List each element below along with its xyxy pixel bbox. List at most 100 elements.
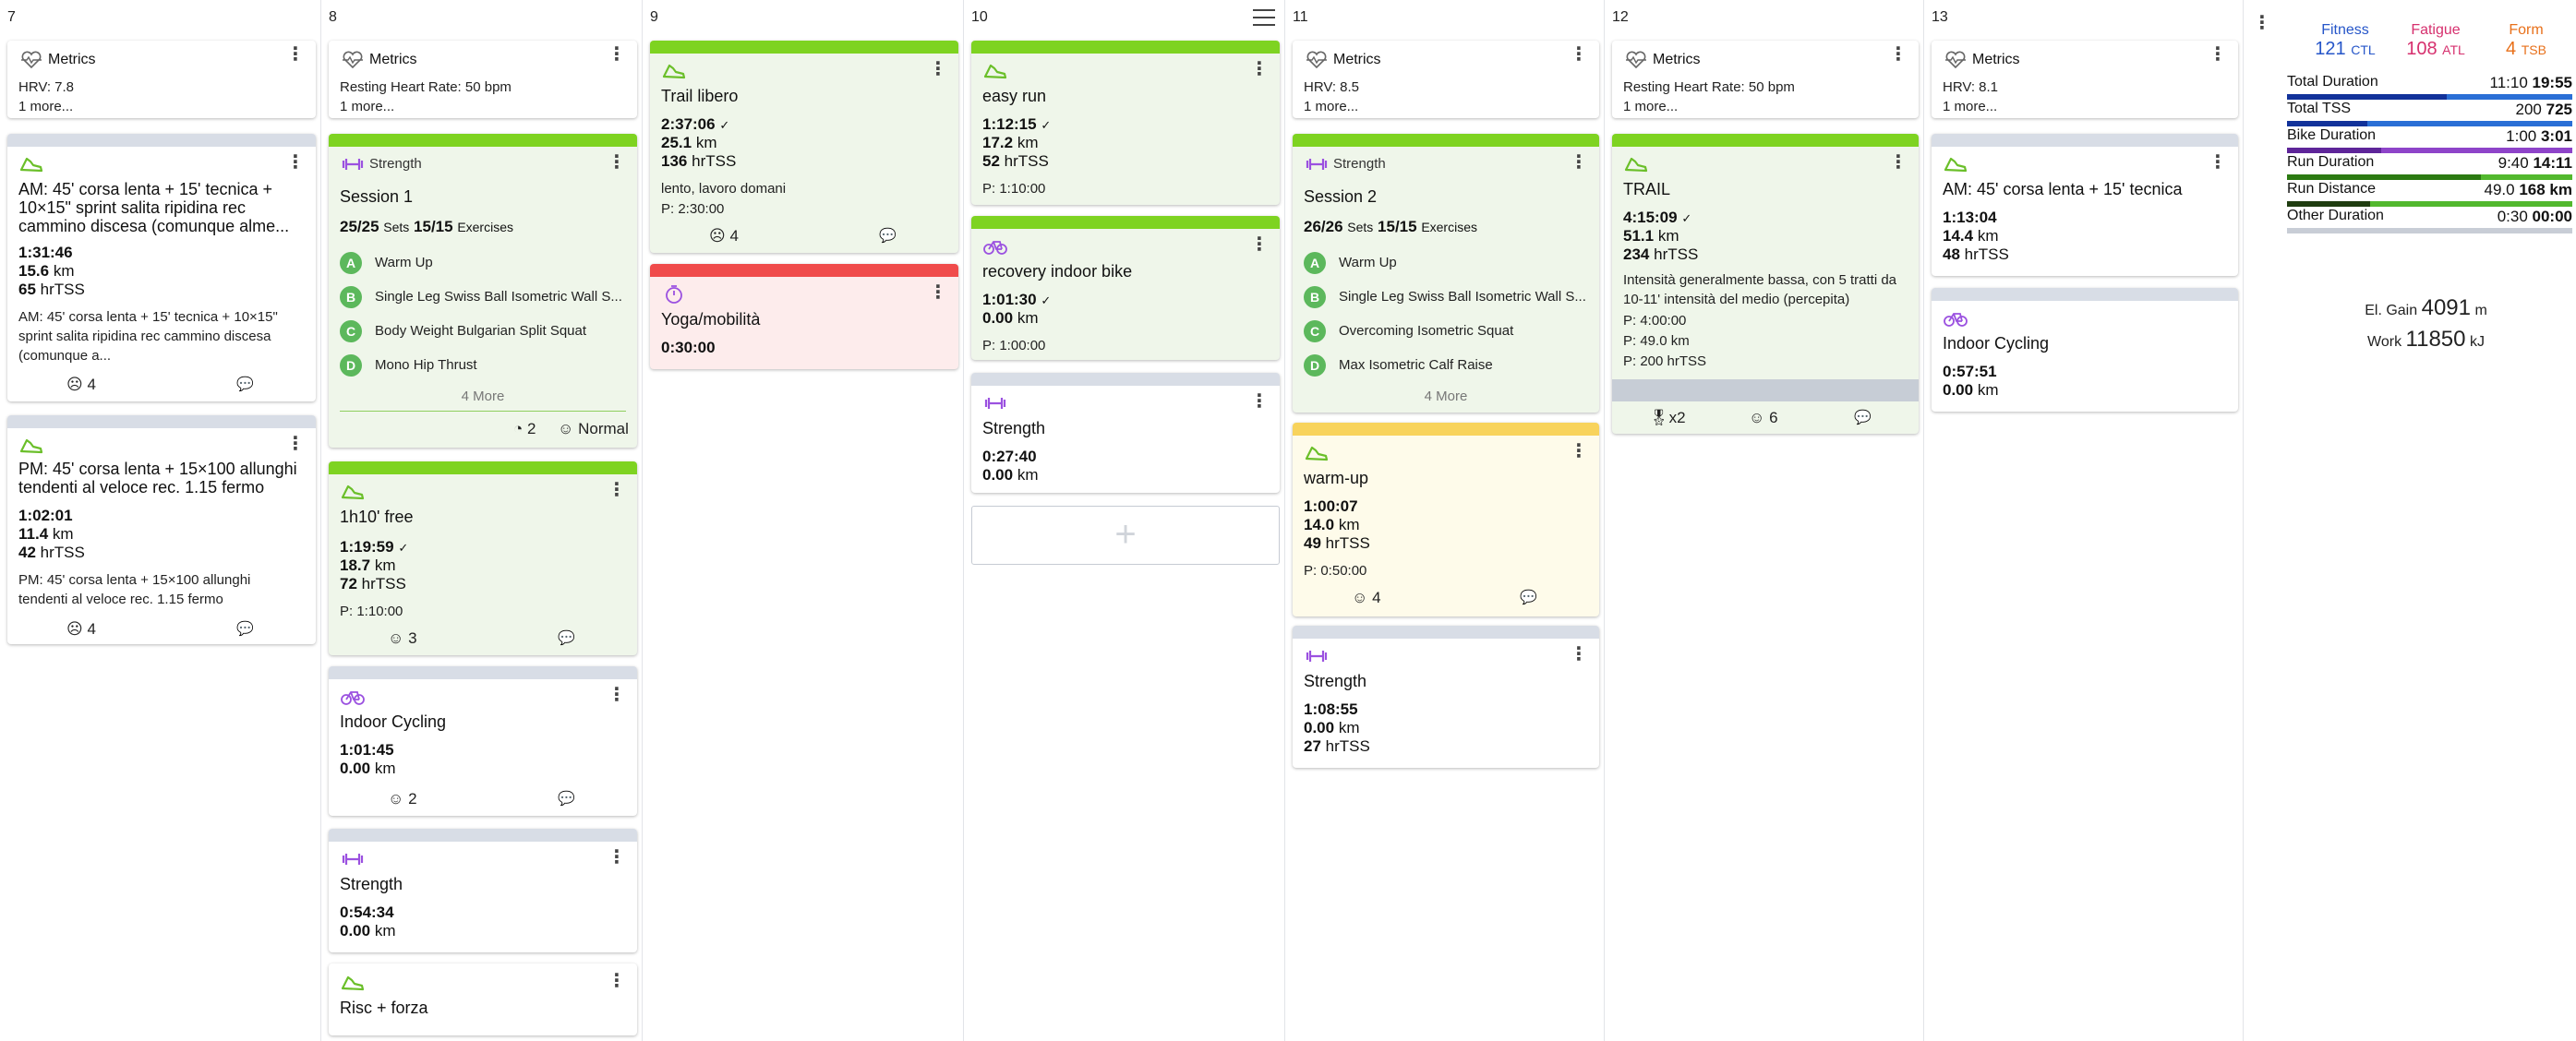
activity-distance: 0.00 km xyxy=(1304,719,1360,736)
more-options-icon[interactable]: ⋮ xyxy=(1250,59,1269,79)
activity-duration: 2:37:06 ✓ xyxy=(661,115,730,133)
more-options-icon[interactable]: ⋮ xyxy=(286,434,305,454)
exercise-row[interactable]: D Max Isometric Calf Raise xyxy=(1304,354,1588,378)
metrics-card[interactable]: Metrics ⋮ HRV: 8.1 1 more... xyxy=(1932,41,2238,118)
activity-card-risc-forza[interactable]: ⋮ Risc + forza xyxy=(329,963,637,1035)
more-options-icon[interactable]: ⋮ xyxy=(608,685,626,705)
more-options-icon[interactable]: ⋮ xyxy=(2209,44,2227,65)
planned-duration: P: 2:30:00 xyxy=(661,201,725,217)
more-options-icon[interactable]: ⋮ xyxy=(929,282,947,303)
strength-session-card[interactable]: Strength ⋮ Session 2 26/26 Sets 15/15 Ex… xyxy=(1293,134,1599,413)
activity-card-pm-run[interactable]: ⋮ PM: 45' corsa lenta + 15×100 allunghi … xyxy=(7,415,316,644)
more-options-icon[interactable]: ⋮ xyxy=(608,971,626,991)
exercise-row[interactable]: B Single Leg Swiss Ball Isometric Wall S.… xyxy=(340,286,626,310)
total-row-progress-bar xyxy=(2287,121,2572,126)
heart-pulse-icon xyxy=(1626,51,1646,69)
strength-session-card[interactable]: Strength ⋮ Session 1 25/25 Sets 15/15 Ex… xyxy=(329,134,637,448)
activity-card-strength[interactable]: ⋮ Strength 0:27:40 0.00 km xyxy=(971,373,1280,493)
metrics-more-link[interactable]: 1 more... xyxy=(1623,99,1679,114)
exercise-row[interactable]: C Body Weight Bulgarian Split Squat xyxy=(340,320,626,344)
metrics-more-link[interactable]: 1 more... xyxy=(1304,99,1359,114)
more-options-icon[interactable]: ⋮ xyxy=(1889,152,1908,173)
activity-title: Indoor Cycling xyxy=(1943,334,2050,353)
exercise-row[interactable]: A Warm Up xyxy=(340,252,626,276)
fitness-stat[interactable]: Fitness 121 CTL xyxy=(2315,22,2376,59)
activity-load: 52 hrTSS xyxy=(982,152,1049,170)
more-options-icon[interactable]: ⋮ xyxy=(608,480,626,500)
more-options-icon[interactable]: ⋮ xyxy=(608,847,626,868)
exercise-row[interactable]: C Overcoming Isometric Squat xyxy=(1304,320,1588,344)
more-options-icon[interactable]: ⋮ xyxy=(608,152,626,173)
more-options-icon[interactable]: ⋮ xyxy=(608,44,626,65)
activity-card-warm-up[interactable]: ⋮ warm-up 1:00:07 14.0 km 49 hrTSS P: 0:… xyxy=(1293,423,1599,616)
activity-card-indoor-cycling[interactable]: ⋮ Indoor Cycling 1:01:45 0.00 km ☺ 2 💬 xyxy=(329,666,637,816)
comment-icon[interactable]: 💬 xyxy=(558,791,575,807)
more-options-icon[interactable]: ⋮ xyxy=(286,152,305,173)
more-options-icon[interactable]: ⋮ xyxy=(1250,234,1269,255)
comment-icon[interactable]: 💬 xyxy=(1520,590,1537,605)
activity-card-strength[interactable]: ⋮ Strength 0:54:34 0.00 km xyxy=(329,829,637,952)
activity-card-trail-libero[interactable]: ⋮ Trail libero 2:37:06 ✓ 25.1 km 136 hrT… xyxy=(650,41,958,253)
form-stat[interactable]: Form 4 TSB xyxy=(2506,22,2546,59)
sad-face-icon: ☹ xyxy=(66,620,83,638)
metrics-card[interactable]: Metrics ⋮ HRV: 8.5 1 more... xyxy=(1293,41,1599,118)
metrics-card[interactable]: Metrics ⋮ Resting Heart Rate: 50 bpm 1 m… xyxy=(329,41,637,118)
metrics-line: HRV: 8.5 xyxy=(1304,79,1360,95)
activity-duration: 1:13:04 xyxy=(1943,209,1997,226)
metrics-more-link[interactable]: 1 more... xyxy=(1943,99,1998,114)
menu-icon[interactable] xyxy=(1253,9,1275,26)
more-options-icon[interactable]: ⋮ xyxy=(2209,152,2227,173)
check-icon: ✓ xyxy=(398,541,409,555)
card-status-bar xyxy=(1932,288,2238,301)
card-status-bar xyxy=(7,415,316,428)
activity-title: 1h10' free xyxy=(340,508,414,526)
more-options-icon[interactable]: ⋮ xyxy=(1570,152,1588,173)
dumbbell-icon xyxy=(342,854,364,865)
more-options-icon[interactable]: ⋮ xyxy=(1889,44,1908,65)
add-activity-button[interactable]: + xyxy=(971,506,1280,565)
activity-card-am-run[interactable]: ⋮ AM: 45' corsa lenta + 15' tecnica 1:13… xyxy=(1932,134,2238,276)
medal-icon: 🎖 xyxy=(1649,409,1669,426)
sad-face-icon: ☹ xyxy=(709,227,726,245)
activity-card-recovery-bike[interactable]: ⋮ recovery indoor bike 1:01:30 ✓ 0.00 km… xyxy=(971,216,1280,360)
more-options-icon[interactable]: ⋮ xyxy=(1250,391,1269,412)
activity-load: 49 hrTSS xyxy=(1304,534,1370,552)
activity-card-indoor-cycling[interactable]: Indoor Cycling 0:57:51 0.00 km xyxy=(1932,288,2238,412)
comment-icon[interactable]: 💬 xyxy=(879,228,897,244)
session-type: Strength xyxy=(1333,156,1386,172)
comment-icon[interactable]: 💬 xyxy=(1854,410,1872,425)
more-options-icon[interactable]: ⋮ xyxy=(929,59,947,79)
more-options-icon[interactable]: ⋮ xyxy=(1570,44,1588,65)
activity-card-am-run[interactable]: ⋮ AM: 45' corsa lenta + 15' tecnica + 10… xyxy=(7,134,316,401)
session-counts: 25/25 Sets 15/15 Exercises xyxy=(340,218,513,235)
fatigue-stat[interactable]: Fatigue 108 ATL xyxy=(2406,22,2465,59)
feel-rating: ☺ 2 xyxy=(388,790,417,808)
metrics-more-link[interactable]: 1 more... xyxy=(340,99,395,114)
total-row-label: Run Distance xyxy=(2287,181,2377,197)
exercise-row[interactable]: D Mono Hip Thrust xyxy=(340,354,626,378)
card-status-bar xyxy=(971,373,1280,386)
comment-icon[interactable]: 💬 xyxy=(236,377,254,392)
exercise-row[interactable]: A Warm Up xyxy=(1304,252,1588,276)
activity-duration: 1:01:30 ✓ xyxy=(982,291,1052,308)
comment-icon[interactable]: 💬 xyxy=(236,621,254,637)
metrics-card[interactable]: Metrics ⋮ Resting Heart Rate: 50 bpm 1 m… xyxy=(1612,41,1919,118)
exercise-row[interactable]: B Single Leg Swiss Ball Isometric Wall S.… xyxy=(1304,286,1588,310)
card-status-bar xyxy=(329,829,637,842)
more-exercises-link[interactable]: 4 More xyxy=(1424,389,1468,404)
activity-card-easy-run[interactable]: ⋮ easy run 1:12:15 ✓ 17.2 km 52 hrTSS P:… xyxy=(971,41,1280,205)
activity-card-trail[interactable]: ⋮ TRAIL 4:15:09 ✓ 51.1 km 234 hrTSS Inte… xyxy=(1612,134,1919,434)
activity-card-strength[interactable]: ⋮ Strength 1:08:55 0.00 km 27 hrTSS xyxy=(1293,626,1599,768)
activity-card-yoga[interactable]: ⋮ Yoga/mobilità 0:30:00 xyxy=(650,264,958,369)
week-options-icon[interactable]: ⋮ xyxy=(2253,13,2271,33)
comment-icon[interactable]: 💬 xyxy=(558,630,575,646)
metrics-more-link[interactable]: 1 more... xyxy=(18,99,74,114)
more-options-icon[interactable]: ⋮ xyxy=(1570,644,1588,664)
activity-card-free-run[interactable]: ⋮ 1h10' free 1:19:59 ✓ 18.7 km 72 hrTSS … xyxy=(329,461,637,655)
metrics-card[interactable]: Metrics ⋮ HRV: 7.8 1 more... xyxy=(7,41,316,118)
calendar-week: 7 Metrics ⋮ HRV: 7.8 1 more... ⋮ AM: 45'… xyxy=(7,0,2271,1041)
more-exercises-link[interactable]: 4 More xyxy=(461,389,505,404)
more-options-icon[interactable]: ⋮ xyxy=(1570,441,1588,461)
more-options-icon[interactable]: ⋮ xyxy=(286,44,305,65)
heart-pulse-icon xyxy=(343,51,363,69)
